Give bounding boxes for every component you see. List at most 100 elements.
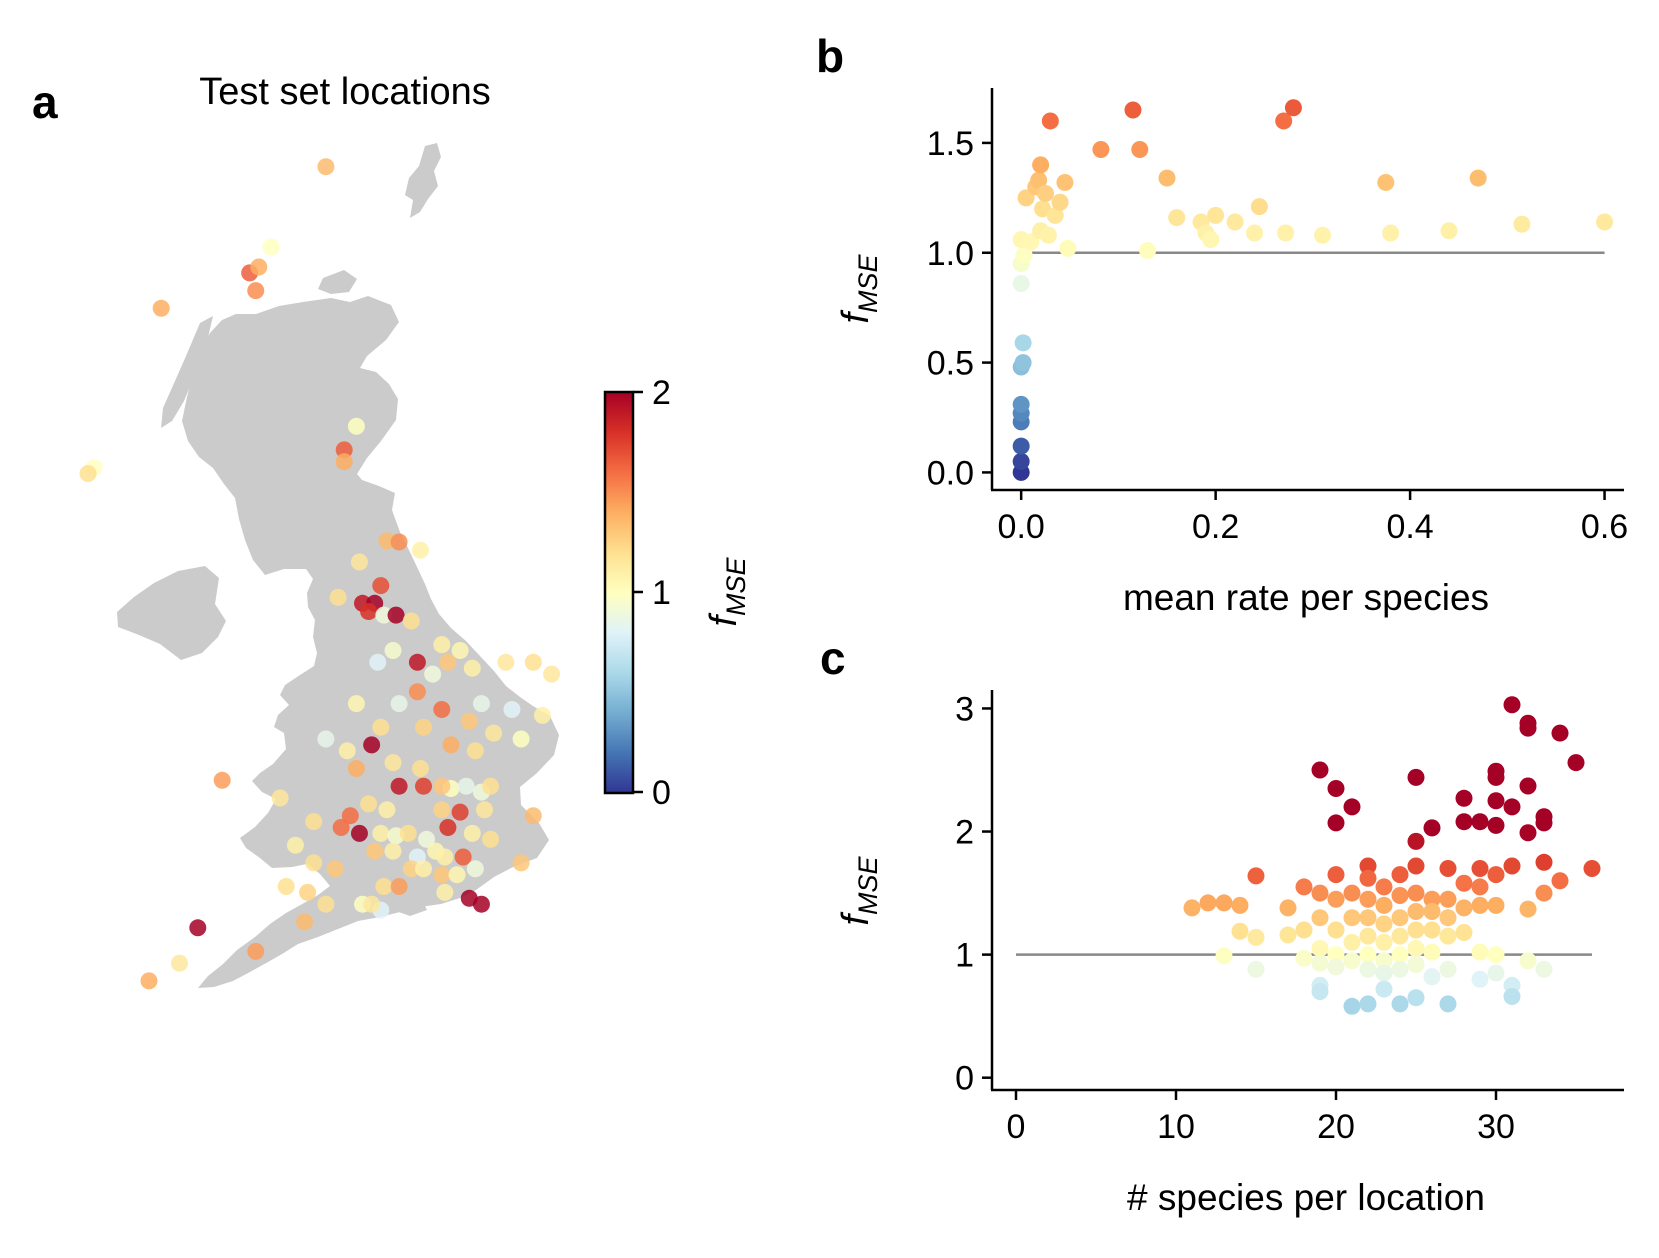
panel-c-point-54 (1391, 960, 1409, 978)
map-site-26 (439, 653, 457, 671)
panel-b-point-31 (1158, 169, 1176, 187)
panel-c-point-37 (1359, 909, 1377, 927)
panel-c-xtick-label-2: 20 (1317, 1108, 1355, 1146)
panel-c-point-73 (1439, 909, 1457, 927)
panel-b-ytick-label-3: 1.5 (927, 125, 974, 163)
map-site-105 (363, 895, 381, 913)
colorbar-label-sub: MSE (721, 556, 751, 616)
panel-b-point-35 (1202, 231, 1220, 249)
panel-c-point-76 (1439, 995, 1457, 1013)
panel-c-point-91 (1487, 964, 1505, 982)
panel-c-point-2 (1215, 894, 1233, 912)
panel-c-point-26 (1327, 779, 1345, 797)
panel-c-point-108 (1535, 884, 1553, 902)
panel-b-letter: b (816, 30, 844, 82)
panel-c-point-47 (1375, 964, 1393, 982)
panel-c-point-22 (1327, 890, 1345, 908)
panel-c-point-52 (1391, 927, 1409, 945)
panel-c-point-40 (1359, 960, 1377, 978)
panel-c-point-62 (1407, 989, 1425, 1007)
map-site-28 (408, 653, 426, 671)
panel-b-points (1012, 99, 1614, 481)
map-site-3 (250, 258, 268, 276)
panel-c-point-70 (1423, 819, 1441, 837)
panel-c-point-0 (1183, 899, 1201, 917)
map-site-72 (350, 824, 368, 842)
map-site-9 (335, 441, 353, 459)
panel-b-xtick-label-0: 0.0 (998, 508, 1045, 546)
panel-b-point-22 (1041, 112, 1059, 130)
panel-c-point-112 (1551, 872, 1569, 890)
panel-b-point-45 (1382, 224, 1400, 242)
panel-c-point-84 (1471, 896, 1489, 914)
panel-b-point-11 (1015, 246, 1033, 264)
map-site-33 (543, 665, 561, 683)
panel-b-point-49 (1596, 213, 1614, 231)
map-site-48 (442, 736, 460, 754)
panel-b-point-41 (1277, 224, 1295, 242)
panel-b-point-47 (1469, 169, 1487, 187)
map-site-50 (466, 742, 484, 760)
map-site-80 (286, 836, 304, 854)
map-site-93 (466, 860, 484, 878)
map-site-107 (189, 919, 207, 937)
map-site-55 (390, 777, 408, 795)
panel-c-point-48 (1375, 980, 1393, 998)
panel-c-point-64 (1407, 768, 1425, 786)
panel-c-point-42 (1375, 878, 1393, 896)
panel-b-xtick-label-3: 0.6 (1581, 508, 1628, 546)
map-site-31 (524, 653, 542, 671)
panel-b-point-13 (1017, 189, 1035, 207)
panel-b-point-9 (1012, 275, 1030, 293)
map-site-99 (436, 883, 454, 901)
map-site-25 (451, 642, 469, 659)
panel-b-point-25 (1056, 173, 1074, 191)
panel-c-point-106 (1519, 714, 1537, 732)
panel-c-point-33 (1343, 798, 1361, 816)
map-site-24 (433, 636, 451, 654)
panel-c-point-38 (1359, 927, 1377, 945)
map-site-96 (299, 883, 317, 901)
panel-c-point-32 (1343, 997, 1361, 1015)
panel-c-point-43 (1375, 896, 1393, 914)
panel-b-point-40 (1275, 112, 1293, 130)
panel-c-point-71 (1439, 859, 1457, 877)
map-site-40 (433, 701, 451, 718)
map-site-59 (433, 777, 451, 795)
map-site-37 (533, 706, 551, 724)
panel-b-point-42 (1284, 99, 1302, 117)
panel-a: a Test set locations (32, 71, 561, 990)
panel-c-point-19 (1311, 983, 1329, 1001)
map-site-86 (454, 848, 472, 866)
panel-c-point-20 (1311, 761, 1329, 779)
map-site-91 (433, 866, 451, 884)
panel-b-point-37 (1226, 213, 1244, 231)
map-site-38 (347, 695, 365, 713)
panel-b-point-29 (1131, 141, 1149, 159)
panel-c-point-57 (1407, 884, 1425, 902)
northern-ireland-landmass (117, 566, 226, 660)
panel-c-point-74 (1439, 927, 1457, 945)
map-site-39 (390, 695, 408, 713)
map-site-10 (335, 453, 353, 471)
map-site-87 (305, 854, 323, 872)
panel-c-ytick-label-0: 0 (955, 1060, 974, 1098)
panel-c-point-107 (1535, 853, 1553, 871)
map-site-4 (247, 282, 265, 300)
panel-b-point-30 (1139, 242, 1157, 260)
panel-c-point-96 (1503, 857, 1521, 875)
panel-c-point-93 (1487, 792, 1505, 810)
panel-c-point-51 (1391, 909, 1409, 927)
panel-b-point-39 (1250, 198, 1268, 216)
panel-b-point-19 (1034, 200, 1052, 218)
map-site-75 (399, 824, 417, 842)
panel-c-point-46 (1375, 952, 1393, 970)
map-site-82 (384, 842, 402, 860)
panel-c-point-13 (1295, 949, 1313, 967)
map-site-67 (451, 803, 469, 821)
panel-c: c 0 10 20 30 0 1 2 3 # species per location fMS… (820, 632, 1624, 1218)
panel-b-ytick-label-1: 0.5 (927, 345, 974, 383)
panel-c-point-61 (1407, 955, 1425, 973)
panel-b-point-8 (1014, 334, 1032, 352)
